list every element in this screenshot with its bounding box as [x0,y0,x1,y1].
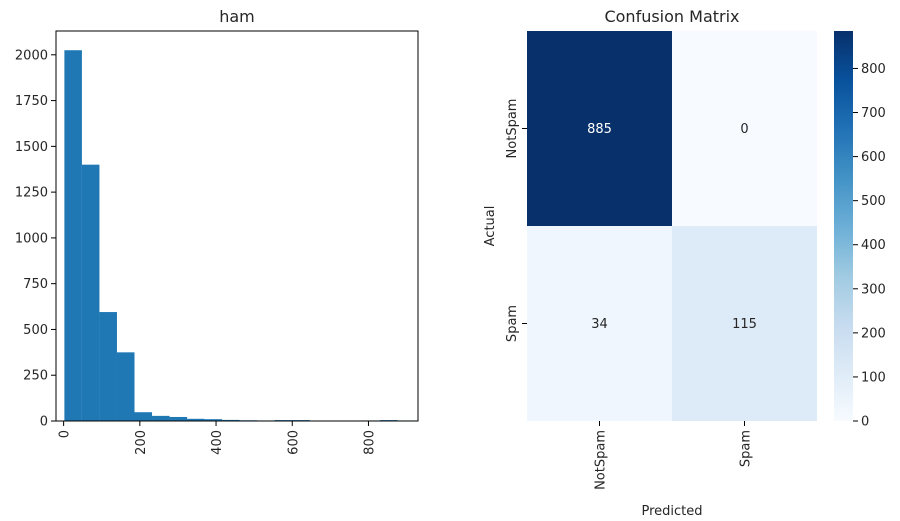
histogram-y-tick-label: 2000 [15,48,48,63]
heatmap-cells: 885 0 34 115 [527,31,817,421]
histogram-chart: ham 0 250 500 750 1000 1250 1500 1750 2000 0 200 4… [15,7,419,455]
histogram-y-tick-label: 1000 [15,231,48,246]
colorbar-tick-label: 400 [861,238,886,253]
histogram-x-axis: 0 200 400 600 800 [58,421,377,455]
histogram-x-tick-label: 200 [134,430,149,455]
histogram-bar [187,418,205,421]
heatmap-cell-value: 34 [591,317,608,332]
histogram-y-tick-label: 750 [23,277,48,292]
histogram-x-tick-label: 600 [286,430,301,455]
histogram-bar [152,415,170,421]
heatmap-cell [527,31,672,226]
heatmap-ylabel: Actual [483,206,498,247]
heatmap-x-tick-label: NotSpam [594,430,609,490]
histogram-bar [99,312,117,421]
colorbar-tick-label: 800 [861,62,886,77]
histogram-y-axis: 0 250 500 750 1000 1250 1500 1750 2000 [15,48,56,430]
heatmap-cell [527,226,672,421]
colorbar-tick-label: 0 [861,415,869,430]
histogram-bar [134,412,153,421]
heatmap-y-tick-label: NotSpam [505,99,520,159]
heatmap-cell [672,226,817,421]
histogram-y-tick-label: 0 [40,415,48,430]
histogram-frame [55,30,419,422]
histogram-bar [204,419,223,421]
histogram-bar [81,164,100,421]
heatmap-cell-value: 115 [732,317,757,332]
heatmap-x-axis: NotSpam Spam [594,421,754,490]
histogram-title: ham [219,7,255,26]
heatmap-cell [672,31,817,226]
heatmap-x-tick-label: Spam [739,430,754,467]
heatmap-y-axis: NotSpam Spam [505,99,527,342]
histogram-bars [64,50,415,422]
histogram-y-tick-label: 250 [23,369,48,384]
histogram-x-tick-label: 400 [210,430,225,455]
colorbar-tick-label: 300 [861,282,886,297]
colorbar [834,31,853,421]
histogram-x-tick-label: 0 [58,430,73,438]
colorbar-tick-label: 200 [861,326,886,341]
colorbar-tick-label: 500 [861,194,886,209]
confusion-matrix-chart: Confusion Matrix 885 0 34 115 NotSpam Spam N… [483,7,886,519]
colorbar-tick-label: 600 [861,150,886,165]
histogram-x-tick-label: 800 [362,430,377,455]
histogram-bar [116,352,135,421]
histogram-y-tick-label: 1250 [15,186,48,201]
heatmap-y-tick-label: Spam [505,305,520,342]
colorbar-tick-label: 700 [861,106,886,121]
histogram-bar [222,419,240,421]
histogram-y-tick-label: 500 [23,323,48,338]
heatmap-title: Confusion Matrix [604,7,739,26]
colorbar-tick-label: 100 [861,370,886,385]
histogram-bar [64,50,82,422]
heatmap-xlabel: Predicted [641,504,702,519]
histogram-y-tick-label: 1750 [15,94,48,109]
heatmap-cell-value: 0 [740,122,748,137]
heatmap-cell-value: 885 [587,122,612,137]
histogram-y-tick-label: 1500 [15,140,48,155]
colorbar-axis: 0 100 200 300 400 500 600 700 800 [853,62,886,430]
histogram-bar [169,416,188,421]
